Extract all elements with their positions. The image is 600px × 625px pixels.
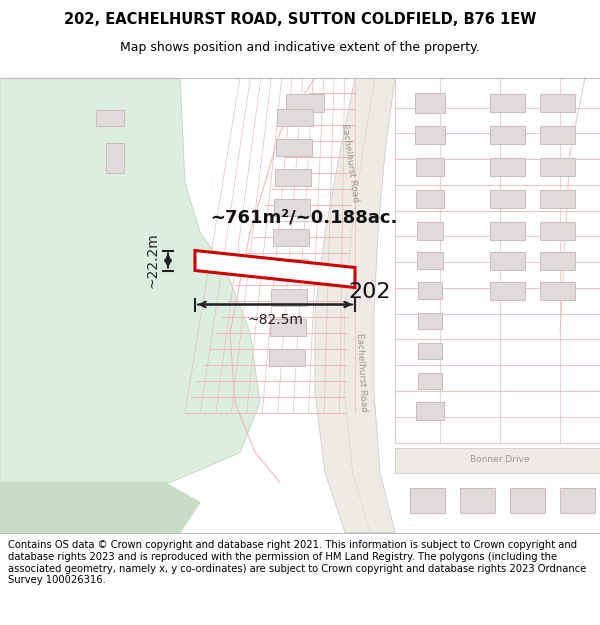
Bar bbox=[560, 488, 595, 512]
Bar bbox=[276, 139, 312, 156]
Bar bbox=[416, 401, 444, 419]
Bar bbox=[417, 221, 443, 239]
Bar bbox=[277, 109, 313, 126]
Bar bbox=[272, 259, 308, 276]
Bar bbox=[460, 488, 495, 512]
Bar bbox=[274, 199, 310, 216]
Bar bbox=[269, 349, 305, 366]
Bar bbox=[273, 229, 309, 246]
Bar bbox=[106, 142, 124, 172]
Bar bbox=[490, 281, 525, 299]
Text: Bonner Drive: Bonner Drive bbox=[470, 455, 530, 464]
Text: 202: 202 bbox=[348, 282, 391, 302]
Bar bbox=[490, 126, 525, 144]
Bar bbox=[418, 342, 442, 359]
Bar bbox=[490, 221, 525, 239]
Bar bbox=[540, 189, 575, 208]
Bar bbox=[271, 289, 307, 306]
Polygon shape bbox=[195, 251, 355, 288]
Bar bbox=[540, 281, 575, 299]
Text: ~82.5m: ~82.5m bbox=[247, 312, 303, 326]
Text: ~761m²/~0.188ac.: ~761m²/~0.188ac. bbox=[210, 209, 397, 226]
Bar bbox=[540, 251, 575, 269]
Bar bbox=[540, 126, 575, 144]
Bar bbox=[540, 158, 575, 176]
Bar bbox=[490, 189, 525, 208]
Bar bbox=[96, 109, 124, 126]
Text: Eachelhurst Road: Eachelhurst Road bbox=[340, 122, 360, 202]
Bar bbox=[540, 221, 575, 239]
Bar bbox=[410, 488, 445, 512]
Bar bbox=[415, 92, 445, 112]
Bar bbox=[270, 319, 306, 336]
Bar bbox=[490, 94, 525, 111]
Bar bbox=[540, 94, 575, 111]
Polygon shape bbox=[395, 448, 600, 472]
Bar bbox=[416, 189, 444, 208]
Bar bbox=[286, 94, 324, 111]
Text: ~22.2m: ~22.2m bbox=[146, 232, 160, 288]
Text: 202, EACHELHURST ROAD, SUTTON COLDFIELD, B76 1EW: 202, EACHELHURST ROAD, SUTTON COLDFIELD,… bbox=[64, 12, 536, 28]
Bar bbox=[510, 488, 545, 512]
Bar bbox=[490, 158, 525, 176]
Bar bbox=[490, 251, 525, 269]
Bar bbox=[418, 372, 442, 389]
Bar bbox=[416, 158, 444, 176]
Bar bbox=[418, 312, 442, 329]
Bar bbox=[415, 126, 445, 144]
Text: Map shows position and indicative extent of the property.: Map shows position and indicative extent… bbox=[120, 41, 480, 54]
Text: Contains OS data © Crown copyright and database right 2021. This information is : Contains OS data © Crown copyright and d… bbox=[8, 541, 586, 585]
Bar bbox=[275, 169, 311, 186]
Bar bbox=[417, 252, 443, 269]
Polygon shape bbox=[0, 482, 200, 532]
Polygon shape bbox=[0, 78, 260, 482]
Text: Eachelhurst Road: Eachelhurst Road bbox=[355, 332, 368, 412]
Polygon shape bbox=[315, 78, 395, 532]
Bar bbox=[418, 282, 442, 299]
